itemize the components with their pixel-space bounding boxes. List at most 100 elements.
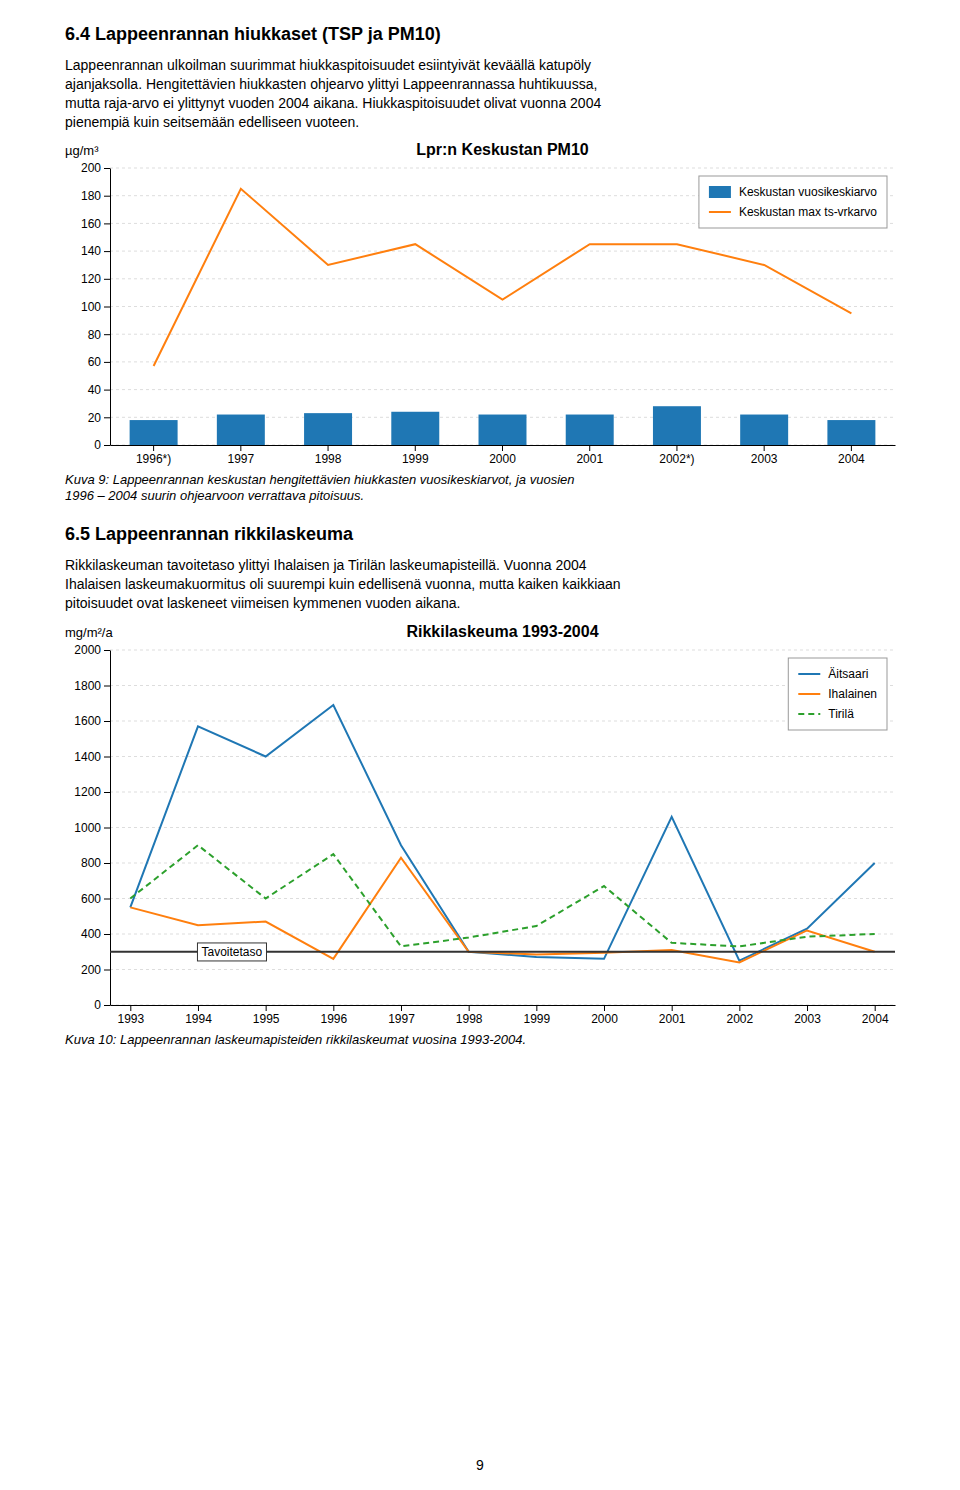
legend-frame <box>788 658 887 730</box>
tick-mark <box>415 445 416 451</box>
plot-area <box>110 705 895 962</box>
tick-mark <box>104 223 110 224</box>
tick: 1993 <box>117 1005 144 1026</box>
tick-mark <box>104 307 110 308</box>
legend-label: Ihalainen <box>828 687 877 701</box>
body-text: Rikkilaskeuman tavoitetaso ylittyi Ihala… <box>65 557 587 573</box>
tick-label: 80 <box>88 328 102 342</box>
tick-mark <box>604 1005 605 1011</box>
body-text: pienempiä kuin seitsemään edelliseen vuo… <box>65 114 359 130</box>
tick: 0 <box>94 998 110 1012</box>
grid-line <box>110 168 895 169</box>
tick-label: 140 <box>81 244 101 258</box>
legend-swatch <box>709 186 731 198</box>
tick-label: 1999 <box>402 452 429 466</box>
tick: 1995 <box>253 1005 280 1026</box>
grid-line <box>110 278 895 279</box>
tick-mark <box>104 650 110 651</box>
heading: 6.5 Lappeenrannan rikkilaskeuma <box>65 524 354 544</box>
tick-mark <box>104 1005 110 1006</box>
tick-label: 1200 <box>74 785 101 799</box>
axis-title: µg/m³ <box>65 143 99 158</box>
tick-mark <box>104 757 110 758</box>
tick-mark <box>875 1005 876 1011</box>
body-text: Ihalaisen laskeumakuormitus oli suurempi… <box>65 576 621 592</box>
tick-mark <box>104 279 110 280</box>
tick-label: 1996*) <box>136 452 171 466</box>
tick: 1997 <box>227 445 254 466</box>
bar <box>653 406 701 445</box>
legend-swatch <box>798 713 820 715</box>
tick: 1400 <box>74 750 110 764</box>
tick: 1996*) <box>136 445 171 466</box>
tick: 600 <box>81 892 110 906</box>
tick: 2000 <box>74 643 110 657</box>
tick-label: 2001 <box>659 1012 686 1026</box>
tick: 1999 <box>402 445 429 466</box>
tick: 200 <box>81 161 110 175</box>
tick-label: 2000 <box>591 1012 618 1026</box>
tick: 1800 <box>74 679 110 693</box>
tick-label: 1994 <box>185 1012 212 1026</box>
tick-label: 2004 <box>838 452 865 466</box>
grid <box>110 168 895 445</box>
axis-line <box>111 1005 896 1006</box>
grid <box>110 650 895 1005</box>
tick: 1996 <box>320 1005 347 1026</box>
y-axis: 0200400600800100012001400160018002000 <box>74 643 110 1012</box>
grid-line <box>110 721 895 722</box>
grid-line <box>110 306 895 307</box>
tick: 0 <box>94 438 110 452</box>
tick-label: 2001 <box>576 452 603 466</box>
grid-line <box>110 792 895 793</box>
tick: 120 <box>81 272 110 286</box>
grid-line <box>110 685 895 686</box>
bar <box>566 415 614 445</box>
tick-label: 1997 <box>388 1012 415 1026</box>
tick-mark <box>589 445 590 451</box>
x-axis: 1996*)199719981999200020012002*)20032004 <box>111 445 896 466</box>
tick: 2000 <box>591 1005 618 1026</box>
tick: 1600 <box>74 714 110 728</box>
tick-mark <box>104 792 110 793</box>
tick-mark <box>851 445 852 451</box>
tick-mark <box>104 970 110 971</box>
line <box>130 845 874 946</box>
bar <box>391 412 439 445</box>
tick-label: 2003 <box>794 1012 821 1026</box>
tick-mark <box>104 721 110 722</box>
tick: 1999 <box>523 1005 550 1026</box>
legend-swatch <box>798 693 820 695</box>
grid-line <box>110 650 895 651</box>
tick: 2000 <box>489 445 516 466</box>
grid-line <box>110 756 895 757</box>
body-text: pitoisuudet ovat laskeneet viimeisen kym… <box>65 595 460 611</box>
bar <box>217 415 265 445</box>
tick-label: 2004 <box>862 1012 889 1026</box>
caption: Kuva 10: Lappeenrannan laskeumapisteiden… <box>65 1032 526 1047</box>
tick-label: 60 <box>88 355 102 369</box>
tick-mark <box>266 1005 267 1011</box>
tick-mark <box>104 863 110 864</box>
tick: 2004 <box>838 445 865 466</box>
tick-label: 1600 <box>74 714 101 728</box>
grid-line <box>110 251 895 252</box>
tick-label: 0 <box>94 438 101 452</box>
tick: 2002*) <box>659 445 694 466</box>
grid-line <box>110 863 895 864</box>
tick-label: 1993 <box>117 1012 144 1026</box>
tick: 2001 <box>576 445 603 466</box>
y-axis: 020406080100120140160180200 <box>81 161 111 452</box>
page: 6.4 Lappeenrannan hiukkaset (TSP ja PM10… <box>0 0 960 1490</box>
grid-line <box>110 898 895 899</box>
tick: 1000 <box>74 821 110 835</box>
legend-label: Keskustan vuosikeskiarvo <box>739 185 877 199</box>
tick: 2002 <box>727 1005 754 1026</box>
tick-mark <box>104 251 110 252</box>
chart-title: Lpr:n Keskustan PM10 <box>416 141 589 158</box>
axis-title: mg/m²/a <box>65 625 113 640</box>
tick: 100 <box>81 300 110 314</box>
tick-label: 120 <box>81 272 101 286</box>
legend-label: Keskustan max ts-vrkarvo <box>739 205 877 219</box>
tick-mark <box>130 1005 131 1011</box>
